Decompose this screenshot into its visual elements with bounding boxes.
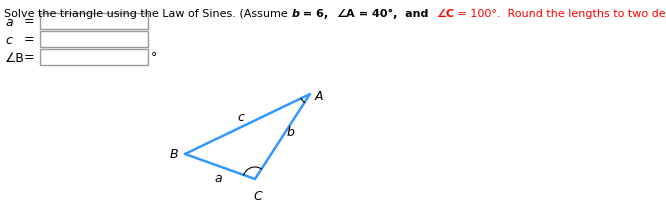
Text: a: a xyxy=(214,171,222,184)
Text: = 100°.  Round the lengths to two decimal places.): = 100°. Round the lengths to two decimal… xyxy=(454,9,666,19)
Text: c: c xyxy=(237,111,244,124)
Text: = 6,: = 6, xyxy=(299,9,336,19)
Text: ∠C: ∠C xyxy=(436,9,454,19)
Bar xyxy=(40,32,148,48)
Text: b: b xyxy=(287,126,295,139)
Text: b: b xyxy=(291,9,299,19)
Text: =: = xyxy=(24,33,35,46)
Text: C: C xyxy=(254,189,262,200)
Text: =: = xyxy=(24,15,35,28)
Text: ∠A: ∠A xyxy=(336,9,355,19)
Text: Solve the triangle using the Law of Sines. (Assume: Solve the triangle using the Law of Sine… xyxy=(4,9,291,19)
Text: °: ° xyxy=(151,51,157,64)
Text: =: = xyxy=(24,51,35,64)
Text: a: a xyxy=(5,15,13,28)
Text: B: B xyxy=(169,148,178,161)
Text: ∠B: ∠B xyxy=(5,51,25,64)
Text: = 40°,  and: = 40°, and xyxy=(355,9,436,19)
Bar xyxy=(40,50,148,66)
Text: c: c xyxy=(5,33,12,46)
Bar xyxy=(40,14,148,30)
Text: A: A xyxy=(315,90,324,102)
